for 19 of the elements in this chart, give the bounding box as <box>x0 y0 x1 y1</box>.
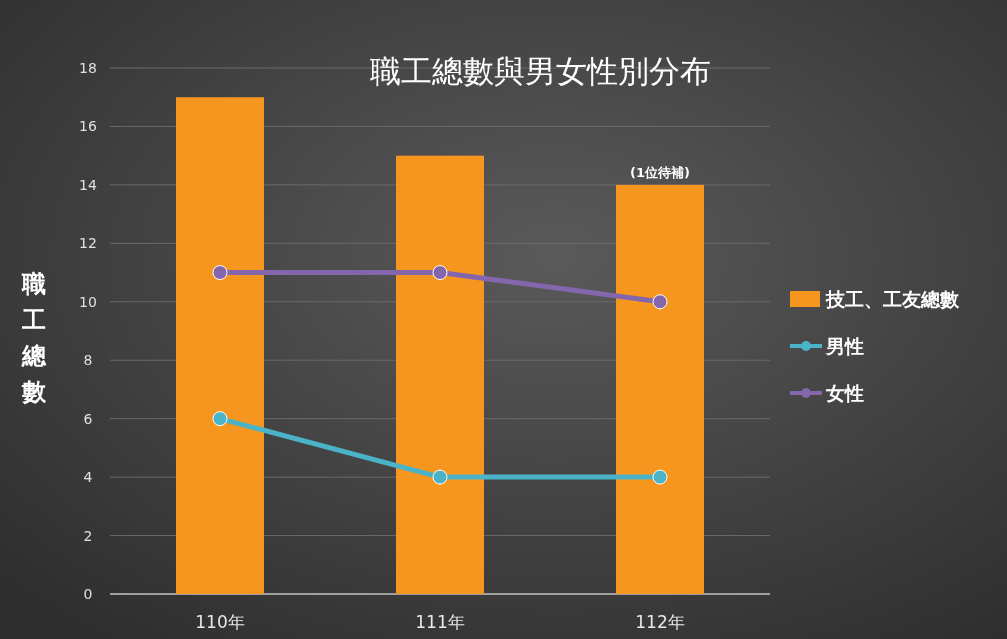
chart-title: 職工總數與男女性別分布 <box>369 53 711 89</box>
y-tick-label: 14 <box>79 176 97 193</box>
y-tick-label: 16 <box>79 118 97 135</box>
y-tick-label: 0 <box>83 586 93 602</box>
y-tick-label: 8 <box>83 352 93 369</box>
y-tick-label: 10 <box>79 293 97 310</box>
legend-label: 女性 <box>825 382 864 404</box>
y-tick-label: 4 <box>83 469 93 486</box>
annotation: (1位待補) <box>630 164 690 180</box>
x-tick-label: 112年 <box>635 612 685 632</box>
y-tick-label: 2 <box>83 527 93 544</box>
x-tick-label: 111年 <box>415 612 465 632</box>
legend-label: 男性 <box>825 335 864 357</box>
y-tick-label: 6 <box>83 410 93 427</box>
y-tick-label: 18 <box>79 60 97 76</box>
x-tick-label: 110年 <box>195 612 245 632</box>
y-axis-title: 職工總數 <box>21 270 47 406</box>
legend-label: 技工、工友總數 <box>825 288 960 310</box>
y-tick-label: 12 <box>79 235 97 252</box>
